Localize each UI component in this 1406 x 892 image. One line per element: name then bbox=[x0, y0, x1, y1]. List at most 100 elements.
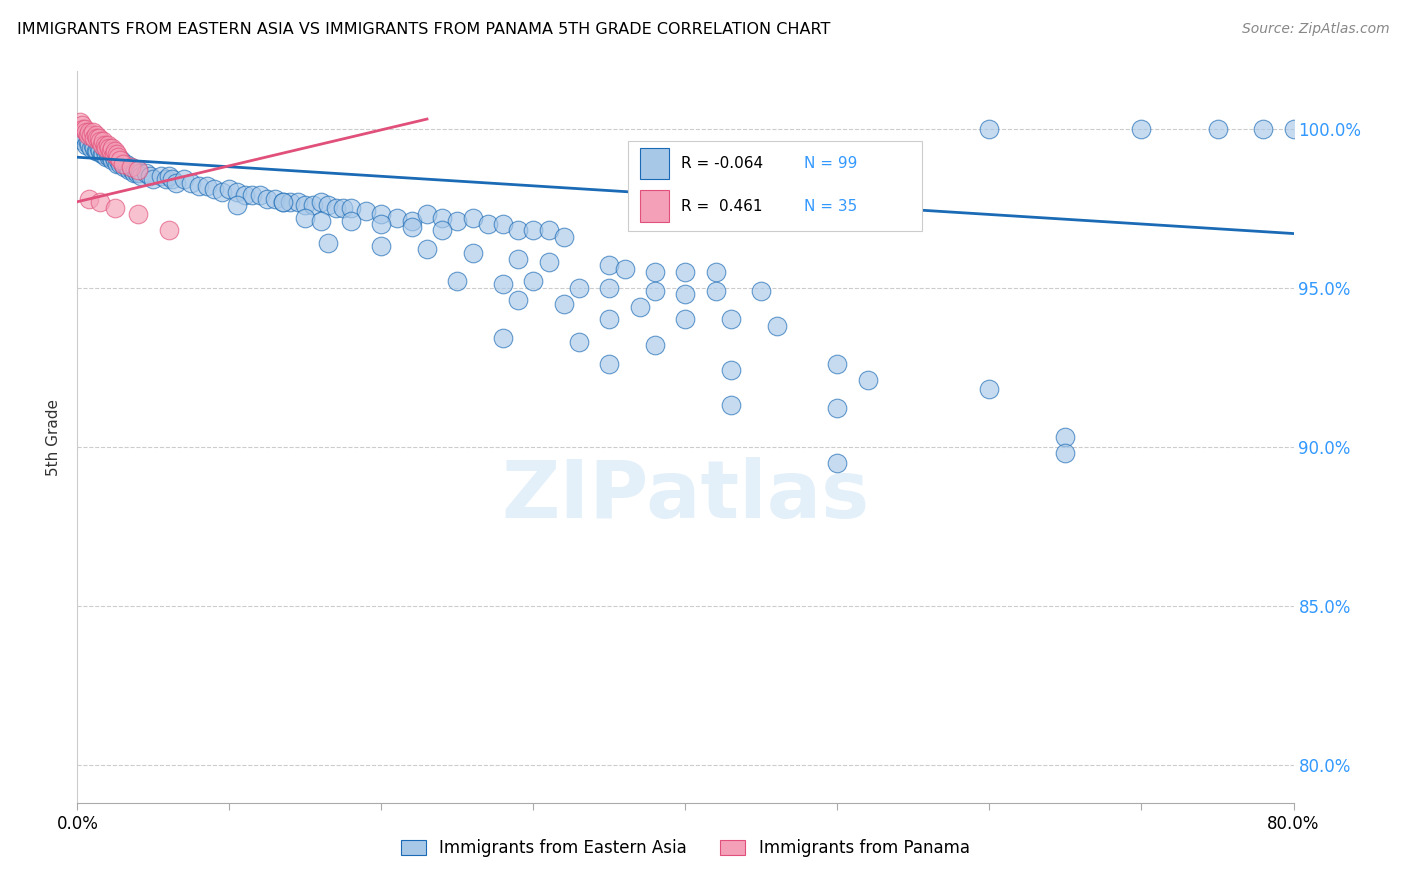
Point bbox=[104, 153, 127, 168]
Point bbox=[492, 331, 515, 345]
Point bbox=[103, 147, 125, 161]
Text: ZIPatlas: ZIPatlas bbox=[502, 457, 869, 534]
Point bbox=[108, 156, 131, 170]
Legend: Immigrants from Eastern Asia, Immigrants from Panama: Immigrants from Eastern Asia, Immigrants… bbox=[395, 832, 976, 864]
Point bbox=[211, 185, 233, 199]
Text: R = -0.064: R = -0.064 bbox=[681, 156, 763, 170]
Point bbox=[124, 163, 146, 178]
Point bbox=[87, 141, 110, 155]
Point bbox=[508, 252, 530, 266]
Point bbox=[114, 160, 136, 174]
Point bbox=[110, 153, 132, 168]
Point bbox=[79, 192, 101, 206]
Point bbox=[127, 163, 149, 178]
Point bbox=[86, 144, 108, 158]
Point bbox=[226, 185, 249, 199]
Point bbox=[80, 128, 103, 142]
Point bbox=[84, 144, 107, 158]
Point bbox=[461, 211, 484, 225]
Point bbox=[104, 201, 127, 215]
Point bbox=[522, 274, 544, 288]
Point bbox=[477, 217, 499, 231]
Point bbox=[127, 163, 149, 178]
Point bbox=[704, 265, 727, 279]
Point bbox=[240, 188, 263, 202]
Point bbox=[84, 128, 107, 142]
Point bbox=[508, 223, 530, 237]
Point bbox=[111, 156, 134, 170]
Point bbox=[122, 166, 145, 180]
Point bbox=[644, 338, 666, 352]
Point bbox=[287, 194, 309, 209]
Point bbox=[75, 125, 97, 139]
Point bbox=[86, 131, 108, 145]
Point bbox=[120, 160, 142, 174]
Point bbox=[69, 128, 91, 142]
Point bbox=[316, 198, 339, 212]
Point bbox=[98, 150, 121, 164]
Point bbox=[107, 153, 129, 168]
Point bbox=[1282, 121, 1305, 136]
Point bbox=[89, 144, 111, 158]
Point bbox=[96, 150, 118, 164]
Point bbox=[675, 312, 697, 326]
Point bbox=[598, 280, 620, 294]
Text: R =  0.461: R = 0.461 bbox=[681, 199, 762, 213]
Point bbox=[370, 217, 392, 231]
Point bbox=[309, 214, 332, 228]
Point bbox=[316, 236, 339, 251]
Point bbox=[129, 169, 152, 184]
Point bbox=[97, 137, 120, 152]
Point bbox=[720, 398, 742, 412]
Point bbox=[979, 383, 1001, 397]
Point bbox=[340, 214, 363, 228]
Point bbox=[522, 223, 544, 237]
Point bbox=[613, 261, 636, 276]
Point bbox=[568, 280, 591, 294]
Point bbox=[492, 217, 515, 231]
Point bbox=[271, 194, 294, 209]
Point bbox=[294, 198, 316, 212]
Point bbox=[82, 125, 104, 139]
Point bbox=[72, 134, 94, 148]
Point bbox=[149, 169, 172, 184]
Point bbox=[325, 201, 347, 215]
Point bbox=[233, 188, 256, 202]
Point bbox=[1251, 121, 1274, 136]
Point bbox=[89, 134, 111, 148]
Point bbox=[117, 160, 139, 174]
Point bbox=[96, 141, 118, 155]
Point bbox=[180, 176, 202, 190]
Point bbox=[765, 318, 787, 333]
Point bbox=[100, 150, 122, 164]
Point bbox=[111, 156, 134, 170]
Point bbox=[97, 147, 120, 161]
Point bbox=[101, 141, 124, 155]
Point bbox=[80, 141, 103, 155]
Point bbox=[430, 223, 453, 237]
Point bbox=[89, 194, 111, 209]
Point bbox=[87, 131, 110, 145]
Point bbox=[139, 169, 162, 184]
Point bbox=[108, 153, 131, 168]
Point bbox=[218, 182, 240, 196]
Point bbox=[160, 172, 183, 186]
Point bbox=[856, 373, 879, 387]
Point bbox=[271, 194, 294, 209]
Point bbox=[120, 160, 142, 174]
Point bbox=[675, 287, 697, 301]
Point bbox=[827, 456, 849, 470]
Point bbox=[226, 198, 249, 212]
Point bbox=[90, 147, 112, 161]
Point bbox=[128, 166, 150, 180]
Point bbox=[72, 121, 94, 136]
Point bbox=[492, 277, 515, 292]
Point bbox=[628, 300, 651, 314]
Point bbox=[100, 144, 122, 158]
Point bbox=[173, 172, 195, 186]
Point bbox=[553, 296, 575, 310]
Point bbox=[155, 172, 177, 186]
Point bbox=[83, 131, 105, 145]
Point bbox=[720, 312, 742, 326]
Text: N = 35: N = 35 bbox=[804, 199, 858, 213]
